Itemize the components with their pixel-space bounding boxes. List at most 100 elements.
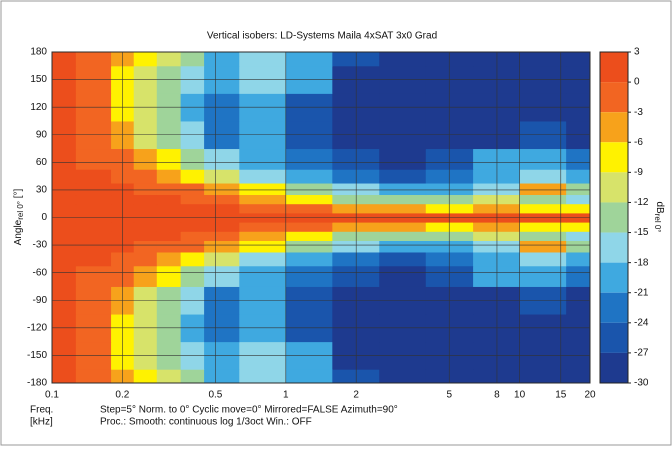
cell <box>204 222 240 232</box>
cell <box>566 369 591 384</box>
cell <box>379 251 427 267</box>
cell <box>566 148 591 170</box>
y-tick-label: -120 <box>27 322 47 333</box>
cell <box>239 231 287 241</box>
cell <box>519 231 567 241</box>
cell <box>425 231 474 241</box>
cell <box>285 194 333 205</box>
cell <box>133 265 158 287</box>
cell <box>519 265 567 287</box>
cell <box>156 222 182 232</box>
cell <box>133 251 158 267</box>
cell <box>52 231 77 241</box>
cell <box>566 52 591 67</box>
cell <box>519 148 567 170</box>
cell <box>204 52 240 67</box>
cell <box>75 251 112 267</box>
cell <box>180 240 205 253</box>
cell <box>52 52 77 67</box>
cell <box>52 369 77 384</box>
cell <box>180 169 205 184</box>
cell <box>473 231 521 241</box>
cell <box>204 369 240 384</box>
cell <box>156 240 182 253</box>
cell <box>473 194 521 205</box>
y-label-unit: [°] <box>13 188 24 201</box>
cell <box>133 222 158 232</box>
x-axis-label: Freq. <box>30 405 53 416</box>
colorbar-tick-label: -24 <box>634 317 649 328</box>
colorbar-tick-label: -6 <box>634 137 643 148</box>
cell <box>52 265 77 287</box>
cell <box>379 169 427 184</box>
x-tick-label: 1 <box>283 390 289 401</box>
cell <box>75 148 112 170</box>
cb-label-sub: rel 0° <box>653 214 662 233</box>
cell <box>379 265 427 287</box>
y-tick-label: 150 <box>30 74 47 85</box>
cell <box>204 251 240 267</box>
cell <box>52 148 77 170</box>
cell <box>75 222 112 232</box>
colorbar-band <box>600 232 628 263</box>
cell <box>156 203 182 214</box>
cell <box>75 369 112 384</box>
cell <box>519 183 567 196</box>
cell <box>180 183 205 196</box>
cell <box>425 240 474 253</box>
cell <box>425 183 474 196</box>
cell <box>519 194 567 205</box>
colorbar-band <box>600 262 628 293</box>
cell <box>239 52 287 67</box>
cell <box>285 231 333 241</box>
cell <box>239 369 287 384</box>
y-tick-label: -150 <box>27 350 47 361</box>
y-tick-label: 120 <box>30 102 47 113</box>
x-axis-unit: [kHz] <box>30 417 53 428</box>
cell <box>204 169 240 184</box>
colorbar-band <box>600 112 628 143</box>
colorbar-tick-label: 3 <box>634 47 640 58</box>
cell <box>52 183 77 196</box>
cell <box>473 148 521 170</box>
x-tick-label: 0.2 <box>115 390 129 401</box>
colorbar-tick-label: -9 <box>634 167 643 178</box>
cell <box>156 231 182 241</box>
cell <box>204 183 240 196</box>
x-tick-label: 8 <box>494 390 500 401</box>
y-tick-label: -60 <box>33 267 48 278</box>
cell <box>425 52 474 67</box>
cell <box>473 203 521 214</box>
cell <box>473 240 521 253</box>
cell <box>75 183 112 196</box>
cell <box>133 194 158 205</box>
cell <box>156 369 182 384</box>
x-tick-label: 15 <box>555 390 567 401</box>
cell <box>566 222 591 232</box>
cell <box>519 203 567 214</box>
cell <box>156 251 182 267</box>
cell <box>52 222 77 232</box>
cell <box>285 183 333 196</box>
cell <box>180 194 205 205</box>
cell <box>519 169 567 184</box>
cell <box>52 194 77 205</box>
cell <box>425 203 474 214</box>
x-tick-label: 0.1 <box>45 390 59 401</box>
cell <box>180 231 205 241</box>
colorbar-border <box>599 51 629 384</box>
cell <box>379 240 427 253</box>
cell <box>379 183 427 196</box>
cell <box>180 52 205 67</box>
cell <box>133 169 158 184</box>
cell <box>204 148 240 170</box>
y-tick-label: 180 <box>30 47 47 58</box>
cell <box>133 203 158 214</box>
cell <box>75 203 112 214</box>
cell <box>52 251 77 267</box>
cell <box>519 222 567 232</box>
cell <box>156 169 182 184</box>
cell <box>239 265 287 287</box>
x-tick-label: 5 <box>446 390 452 401</box>
y-tick-label: -180 <box>27 378 47 389</box>
